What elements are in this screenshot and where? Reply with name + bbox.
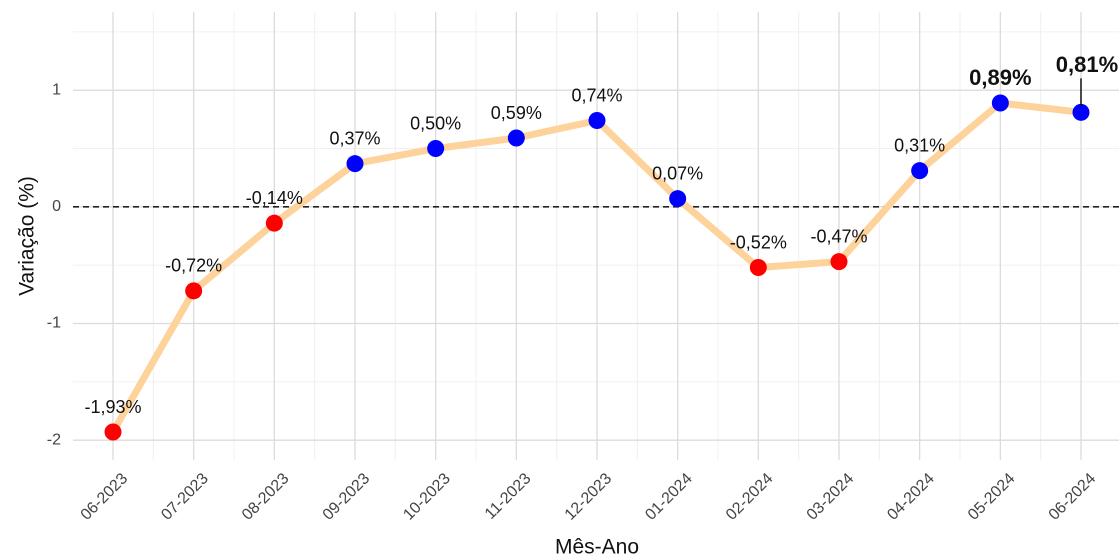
data-label: -0,72% <box>165 256 222 276</box>
data-point <box>588 112 606 129</box>
data-point <box>346 155 364 173</box>
data-label: 0,07% <box>652 163 703 183</box>
data-label: -0,47% <box>810 226 867 246</box>
data-label: 0,50% <box>410 113 461 133</box>
data-label: -0,52% <box>730 232 787 252</box>
x-tick-label: 10-2023 <box>400 470 454 524</box>
x-tick-label: 01-2024 <box>642 470 696 524</box>
x-tick-label: 06-2023 <box>78 470 132 524</box>
x-tick-label: 11-2023 <box>482 470 535 523</box>
y-tick-label: 1 <box>52 81 61 98</box>
x-axis-title: Mês-Ano <box>555 536 639 558</box>
y-axis-title: Variação (%) <box>16 176 39 296</box>
x-tick-label: 08-2023 <box>239 470 293 524</box>
data-label: -0,14% <box>246 188 303 208</box>
x-tick-label: 06-2024 <box>1046 470 1100 524</box>
data-label: 0,81% <box>1056 52 1118 77</box>
y-tick-label: -2 <box>47 431 61 448</box>
data-point <box>507 129 525 147</box>
data-point <box>991 94 1009 112</box>
data-point <box>427 140 445 157</box>
data-label: -1,93% <box>84 397 141 417</box>
data-point <box>830 253 848 271</box>
data-point <box>749 259 767 276</box>
data-point <box>265 214 283 232</box>
y-tick-label: -1 <box>47 315 61 332</box>
data-point <box>911 162 929 180</box>
data-point <box>1072 103 1090 121</box>
data-point <box>669 190 687 208</box>
data-point <box>104 423 122 441</box>
x-tick-label: 04-2024 <box>884 470 938 524</box>
x-tick-label: 07-2023 <box>158 470 212 524</box>
data-label: 0,37% <box>329 128 380 148</box>
x-tick-label: 02-2024 <box>723 470 777 524</box>
x-tick-label: 05-2024 <box>965 470 1019 524</box>
y-tick-label: 0 <box>52 198 61 215</box>
x-tick-label: 09-2023 <box>320 470 374 524</box>
data-label: 0,31% <box>894 135 945 155</box>
data-label: 0,89% <box>969 65 1031 90</box>
x-tick-label: 12-2023 <box>562 470 616 524</box>
data-point <box>185 282 203 300</box>
x-tick-label: 03-2024 <box>804 470 858 524</box>
data-label: 0,74% <box>571 85 622 105</box>
data-label: 0,59% <box>491 103 542 123</box>
